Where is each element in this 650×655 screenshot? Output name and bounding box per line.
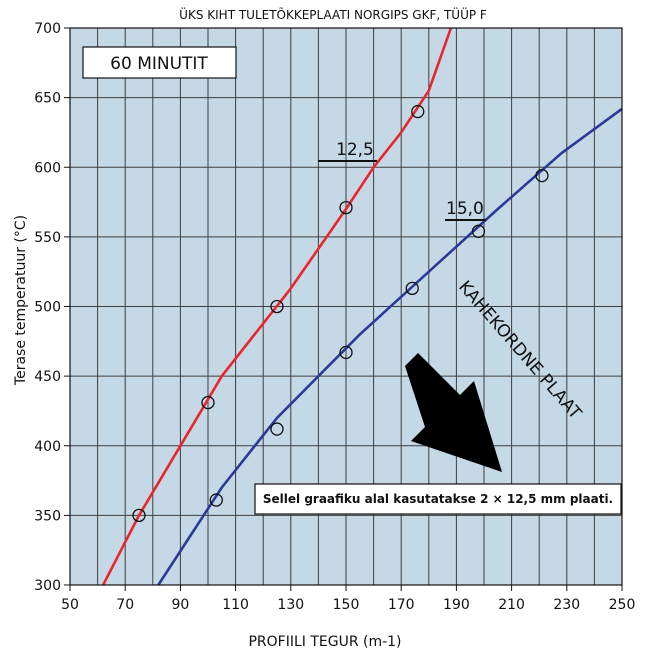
series-label-12-5-text: 12,5 — [336, 140, 374, 160]
data-point — [471, 224, 486, 238]
x-tick-label: 130 — [277, 597, 304, 613]
y-tick-label: 300 — [34, 578, 61, 594]
data-point — [132, 508, 146, 523]
y-axis-label: Terase temperatuur (°C) — [13, 215, 29, 386]
x-tick-label: 50 — [61, 597, 79, 613]
data-point — [209, 493, 223, 507]
data-point — [411, 104, 425, 119]
series-label-12-5: 12,5 — [318, 140, 377, 162]
x-tick-label: 110 — [222, 597, 249, 613]
x-tick-label: 150 — [333, 597, 360, 613]
data-point — [405, 281, 419, 296]
data-point — [270, 422, 284, 436]
tick-labels: 50 70 90 110 130 150 170 190 210 230 250 300 350 400 4… — [34, 21, 635, 613]
x-tick-label: 170 — [388, 597, 415, 613]
plot-frame — [69, 27, 623, 586]
x-tick-label: 250 — [609, 597, 636, 613]
data-point — [535, 168, 549, 183]
series-label-15-0: 15,0 — [445, 199, 486, 221]
data-point — [201, 395, 215, 410]
chart-title: ÜKS KIHT TULETÕKKEPLAATI NORGIPS GKF, TÜ… — [179, 6, 487, 22]
y-tick-label: 350 — [34, 508, 61, 524]
data-point — [270, 299, 284, 314]
series-lines — [101, 27, 623, 586]
y-tick-label: 450 — [34, 369, 61, 385]
series-label-15-0-text: 15,0 — [446, 199, 484, 219]
x-tick-label: 190 — [443, 597, 470, 613]
data-point — [339, 345, 353, 360]
x-tick-label: 210 — [498, 597, 525, 613]
series-points — [132, 104, 549, 523]
y-tick-label: 700 — [34, 21, 61, 37]
y-tick-label: 400 — [34, 439, 61, 455]
x-tick-label: 230 — [553, 597, 580, 613]
x-tick-label: 70 — [116, 597, 134, 613]
arrow-icon — [405, 353, 502, 472]
duration-box: 60 MINUTIT — [82, 46, 237, 79]
note-box: Sellel graafiku alal kasutatakse 2 × 12,… — [254, 483, 622, 515]
data-point — [339, 200, 353, 215]
y-tick-label: 650 — [34, 91, 61, 107]
x-tick-label: 90 — [171, 597, 189, 613]
y-tick-label: 600 — [34, 160, 61, 176]
x-axis-label: PROFIILI TEGUR (m-1) — [248, 634, 401, 650]
duration-box-label: 60 MINUTIT — [110, 54, 208, 74]
series-line-1 — [157, 107, 623, 586]
y-tick-label: 500 — [34, 300, 61, 316]
y-tick-label: 550 — [34, 230, 61, 246]
series-line-0 — [101, 27, 453, 586]
note-text: Sellel graafiku alal kasutatakse 2 × 12,… — [263, 492, 613, 506]
